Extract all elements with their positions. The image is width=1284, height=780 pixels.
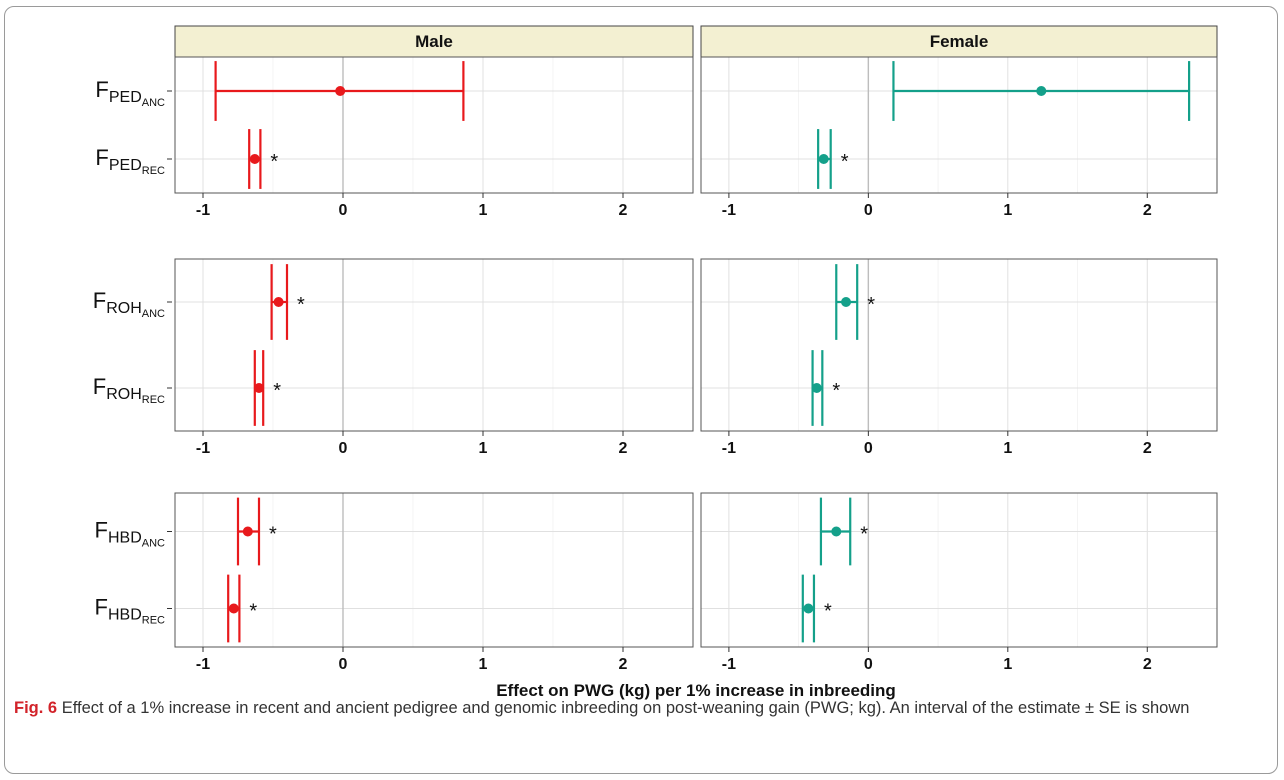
y-axis-label: FHBDANC [95,518,166,550]
x-tick-label: 0 [864,440,873,457]
point-estimate [831,526,842,537]
caption-label: Fig. 6 [14,699,58,717]
y-label-base: F [95,518,108,543]
significance-marker: * [860,524,868,546]
x-tick-label: -1 [196,202,210,219]
significance-marker: * [269,524,277,546]
x-tick-label: 1 [479,202,488,219]
x-tick-label: -1 [196,656,210,673]
x-tick-label: 2 [619,656,628,673]
y-label-subsubscript: REC [142,394,165,406]
x-tick-label: -1 [196,440,210,457]
y-label-subscript: ROH [106,300,142,317]
y-label-base: F [95,77,108,102]
panel-border [174,258,694,432]
point-estimate [228,603,239,614]
panel-border [174,56,694,194]
panel-background [175,493,693,647]
forest-plot: Effect on PWG (kg) per 1% increase in in… [93,25,1218,700]
point-estimate [273,297,284,307]
significance-marker: * [249,601,257,623]
y-label-subsubscript: ANC [142,97,165,109]
y-label-base: F [93,374,106,399]
significance-marker: * [824,601,832,623]
x-tick-label: 2 [619,440,628,457]
point-estimate [811,383,822,393]
caption-text: Effect of a 1% increase in recent and an… [61,699,1190,717]
panel-background [701,57,1217,193]
x-tick-label: 1 [479,656,488,673]
x-tick-label: 0 [864,202,873,219]
panel-background [701,493,1217,647]
significance-marker: * [867,294,875,316]
panel-border [700,492,1218,648]
point-estimate [335,86,346,96]
facet-strip-label: Male [415,32,453,51]
panel-border [174,492,694,648]
x-tick-label: 2 [1143,440,1152,457]
point-estimate [242,526,253,537]
y-label-subsubscript: ANC [142,308,165,320]
x-tick-label: 1 [1003,202,1012,219]
y-label-subsubscript: REC [142,615,165,627]
y-axis-label: FROHREC [93,374,165,406]
panel-background [175,57,693,193]
x-tick-label: 0 [339,202,348,219]
y-label-subsubscript: REC [142,165,165,177]
y-label-base: F [93,288,106,313]
x-tick-label: 0 [864,656,873,673]
point-estimate [1036,86,1047,96]
significance-marker: * [841,151,849,173]
y-label-base: F [95,595,108,620]
x-axis-title: Effect on PWG (kg) per 1% increase in in… [496,681,896,700]
x-tick-label: -1 [722,202,736,219]
y-label-subscript: HBD [108,607,142,624]
y-label-subscript: PED [109,157,142,174]
significance-marker: * [297,294,305,316]
x-tick-label: 2 [1143,202,1152,219]
point-estimate [254,383,264,393]
x-tick-label: -1 [722,656,736,673]
y-label-subsubscript: ANC [142,538,165,550]
x-tick-label: 2 [1143,656,1152,673]
panel-background [175,259,693,431]
y-axis-label: FPEDREC [95,145,165,177]
panel-border [700,258,1218,432]
y-axis-label: FROHANC [93,288,165,320]
point-estimate [818,154,829,164]
figure-frame [4,6,1278,774]
significance-marker: * [270,151,278,173]
y-axis-label: FPEDANC [95,77,165,109]
y-label-subscript: ROH [106,386,142,403]
point-estimate [841,297,852,307]
x-tick-label: 0 [339,440,348,457]
y-label-subscript: PED [109,89,142,106]
x-tick-label: 1 [1003,656,1012,673]
significance-marker: * [273,380,281,402]
x-tick-label: 2 [619,202,628,219]
x-tick-label: 0 [339,656,348,673]
figure-caption: Fig. 6 Effect of a 1% increase in recent… [14,697,1269,719]
facet-strip [700,25,1218,58]
significance-marker: * [832,380,840,402]
panel-border [700,56,1218,194]
facet-strip-label: Female [930,32,989,51]
facet-strip [174,25,694,58]
x-tick-label: 1 [1003,440,1012,457]
panel-background [701,259,1217,431]
point-estimate [249,154,260,164]
y-axis-label: FHBDREC [95,595,166,627]
x-tick-label: -1 [722,440,736,457]
y-label-subscript: HBD [108,530,142,547]
x-tick-label: 1 [479,440,488,457]
y-label-base: F [95,145,108,170]
point-estimate [803,603,814,614]
